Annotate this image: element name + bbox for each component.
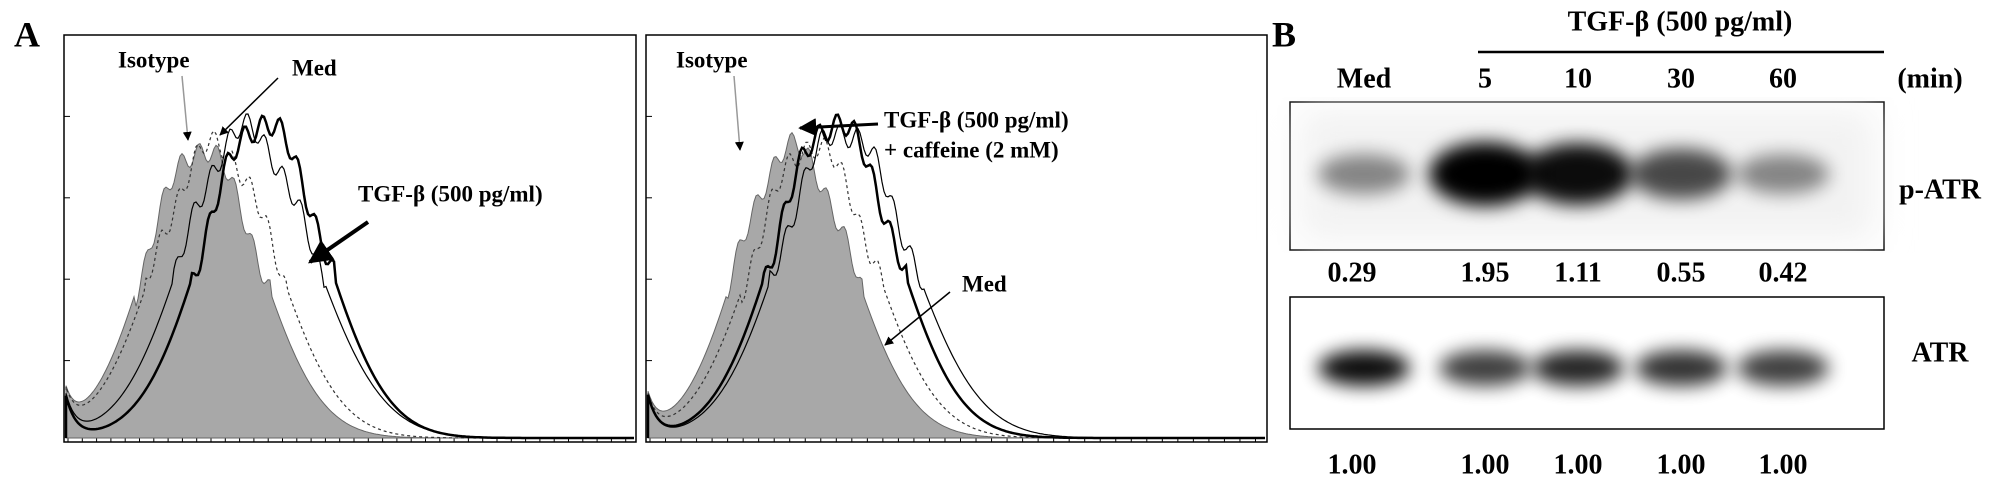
column-label: Med (1337, 63, 1392, 94)
ratio: 1.11 (1554, 257, 1601, 288)
blot-name: p-ATR (1899, 174, 1982, 205)
arrow (181, 75, 192, 141)
band (1318, 350, 1410, 386)
treatment-label: TGF-β (500 pg/ml) (1568, 6, 1793, 37)
band (1317, 154, 1411, 194)
histogram-tgf (646, 113, 1265, 440)
ratio: 1.00 (1328, 449, 1377, 480)
arrow (219, 77, 279, 136)
ratio: 1.00 (1657, 449, 1706, 480)
ratio: 1.95 (1461, 257, 1510, 288)
annotation: Med (962, 271, 1007, 296)
blot-name: ATR (1911, 337, 1969, 368)
ratio: 1.00 (1554, 449, 1603, 480)
band (1630, 148, 1732, 200)
ratio: 1.00 (1461, 449, 1510, 480)
arrow (798, 118, 879, 137)
histograms (63, 34, 1268, 443)
band (1635, 350, 1727, 386)
histogram-tgf (64, 114, 634, 440)
band (1429, 142, 1541, 206)
annotation: + caffeine (2 mM) (884, 137, 1059, 162)
annotation: TGF-β (500 pg/ml) (358, 181, 543, 206)
column-label: 60 (1769, 63, 1797, 94)
band (1737, 350, 1829, 386)
panel-label: A (14, 14, 40, 54)
arrow (308, 220, 370, 264)
annotation: Isotype (118, 47, 190, 72)
ratio: 1.00 (1759, 449, 1808, 480)
blots: Med 5 10 30 60 p-ATR 0.29 1.95 1.11 0.55 0.42 ATR 1.… (1300, 63, 1982, 480)
band (1532, 350, 1624, 386)
column-label: 5 (1478, 63, 1492, 94)
ratio: 0.55 (1657, 257, 1706, 288)
ratio: 0.29 (1328, 257, 1377, 288)
histogram-dotted (65, 129, 634, 439)
unit-label: (min) (1897, 63, 1962, 94)
panel-label: B (1272, 14, 1296, 54)
annotation: Med (292, 55, 337, 80)
band (1522, 143, 1634, 205)
band (1736, 154, 1830, 194)
column-label: 10 (1564, 63, 1592, 94)
ratio: 0.42 (1759, 257, 1808, 288)
arrow (884, 291, 951, 346)
annotation: Isotype (676, 47, 748, 72)
column-label: 30 (1667, 63, 1695, 94)
band (1439, 350, 1531, 386)
annotation: TGF-β (500 pg/ml) (884, 107, 1069, 132)
arrow (733, 75, 744, 151)
